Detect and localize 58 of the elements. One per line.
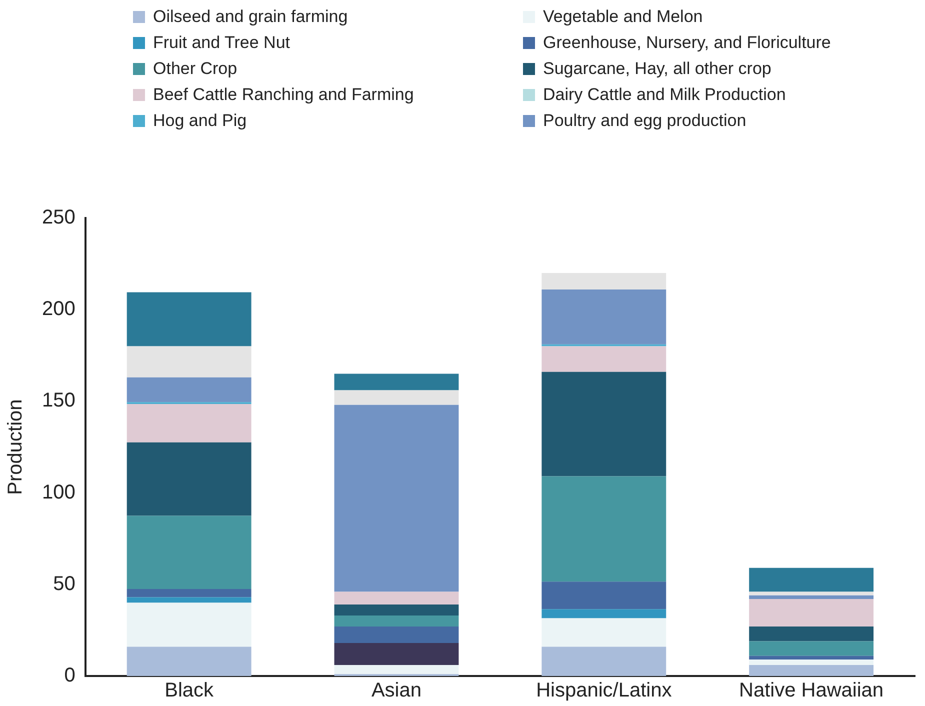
legend-label: Beef Cattle Ranching and Farming bbox=[153, 85, 414, 105]
legend-label: Sugarcane, Hay, all other crop bbox=[543, 59, 772, 79]
bar bbox=[334, 643, 459, 666]
bar bbox=[749, 592, 874, 596]
bar bbox=[126, 404, 252, 442]
bar bbox=[334, 374, 459, 390]
bar bbox=[542, 476, 666, 582]
y-tick-label: 200 bbox=[42, 298, 76, 320]
bar bbox=[542, 609, 666, 618]
bar bbox=[749, 665, 874, 676]
bar bbox=[334, 616, 459, 627]
bar bbox=[126, 346, 252, 378]
bar bbox=[749, 595, 874, 600]
legend-label: Hog and Pig bbox=[153, 111, 247, 131]
bar bbox=[542, 289, 666, 344]
bar bbox=[334, 390, 459, 405]
x-tick-label: Asian bbox=[371, 680, 422, 702]
bar bbox=[542, 346, 666, 372]
legend-label: Oilseed and grain farming bbox=[153, 7, 348, 27]
y-axis-title: Production bbox=[4, 399, 27, 495]
bar bbox=[126, 377, 252, 402]
bar bbox=[126, 292, 252, 346]
y-tick-label: 50 bbox=[53, 572, 76, 595]
x-tick-label: Black bbox=[164, 680, 215, 702]
bar bbox=[126, 646, 252, 676]
bar bbox=[334, 592, 459, 605]
x-tick-label: Hispanic/Latinx bbox=[536, 680, 672, 702]
bar bbox=[126, 442, 252, 516]
legend-label: Other Crop bbox=[153, 59, 238, 79]
bar bbox=[749, 599, 874, 627]
legend-label: Dairy Cattle and Milk Production bbox=[543, 85, 786, 105]
legend-label: Fruit and Tree Nut bbox=[153, 33, 290, 53]
bar bbox=[334, 665, 459, 674]
bar bbox=[126, 588, 252, 598]
bar bbox=[749, 656, 874, 660]
y-tick-label: 250 bbox=[42, 206, 76, 229]
bar bbox=[334, 604, 459, 616]
bar bbox=[334, 404, 459, 592]
bar bbox=[749, 568, 874, 592]
y-tick-label: 100 bbox=[42, 481, 76, 504]
legend-label: Vegetable and Melon bbox=[543, 7, 703, 27]
y-tick-label: 150 bbox=[42, 390, 76, 412]
legend-label: Poultry and egg production bbox=[543, 111, 746, 131]
x-tick-label: Native Hawaiian bbox=[739, 680, 884, 702]
bar bbox=[749, 660, 874, 666]
bar bbox=[542, 372, 666, 476]
bar bbox=[126, 597, 252, 603]
bar bbox=[334, 626, 459, 644]
bar bbox=[749, 626, 874, 642]
bar bbox=[542, 618, 666, 647]
bar bbox=[542, 272, 666, 290]
bar bbox=[542, 646, 666, 676]
bar bbox=[749, 641, 874, 656]
bar bbox=[126, 602, 252, 647]
legend-label: Greenhouse, Nursery, and Floriculture bbox=[543, 33, 831, 53]
y-tick-label: 0 bbox=[64, 664, 76, 687]
bar bbox=[542, 582, 666, 610]
bar bbox=[126, 516, 252, 589]
